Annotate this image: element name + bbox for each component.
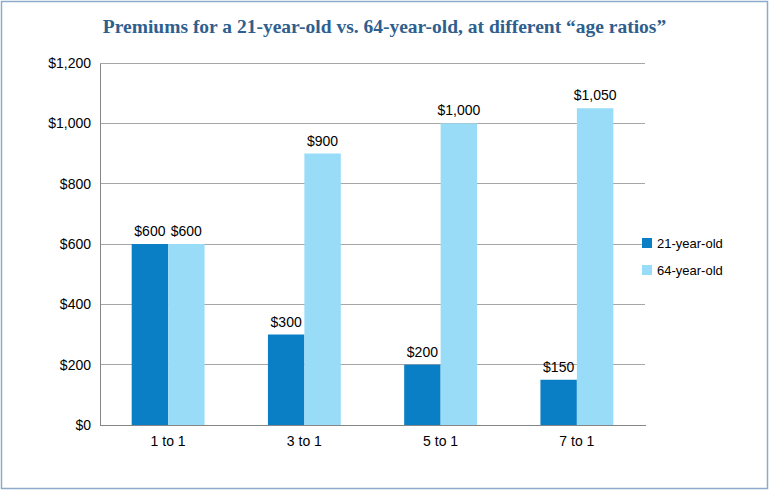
data-label: $1,000 bbox=[437, 102, 480, 118]
bar bbox=[168, 244, 204, 425]
y-tick-label: $400 bbox=[60, 296, 91, 312]
x-tick-label: 1 to 1 bbox=[151, 433, 186, 449]
bar bbox=[304, 154, 340, 426]
data-label: $1,050 bbox=[574, 87, 617, 103]
x-axis: 1 to 1 3 to 1 5 to 1 7 to 1 bbox=[101, 425, 646, 449]
data-label: $200 bbox=[407, 344, 438, 360]
y-tick-label: $0 bbox=[75, 417, 91, 433]
bar bbox=[404, 365, 440, 425]
legend-swatch bbox=[642, 238, 652, 248]
chart: Premiums for a 21-year-old vs. 64-year-o… bbox=[0, 0, 769, 490]
y-tick-label: $1,200 bbox=[48, 55, 91, 71]
y-tick: $400 bbox=[60, 296, 100, 312]
data-label: $600 bbox=[171, 223, 202, 239]
y-tick-label: $600 bbox=[60, 236, 91, 252]
legend-swatch bbox=[642, 265, 652, 275]
grid bbox=[100, 63, 645, 425]
y-tick: $600 bbox=[60, 236, 100, 252]
y-tick: $200 bbox=[60, 357, 100, 373]
y-tick: $1,200 bbox=[48, 55, 100, 71]
x-tick-label: 3 to 1 bbox=[287, 433, 322, 449]
y-tick-label: $200 bbox=[60, 357, 91, 373]
bar bbox=[540, 380, 576, 425]
legend-label: 64-year-old bbox=[657, 263, 723, 278]
bars bbox=[132, 108, 614, 425]
data-label: $150 bbox=[543, 359, 574, 375]
legend-label: 21-year-old bbox=[657, 236, 723, 251]
chart-border bbox=[2, 2, 768, 489]
x-tick-label: 5 to 1 bbox=[423, 433, 458, 449]
bar bbox=[268, 335, 304, 426]
data-label: $300 bbox=[271, 314, 302, 330]
grid-line bbox=[100, 123, 645, 124]
grid-line bbox=[100, 183, 645, 184]
y-tick: $0 bbox=[75, 417, 100, 433]
x-tick: 5 to 1 bbox=[423, 425, 458, 449]
x-tick-label: 7 to 1 bbox=[559, 433, 594, 449]
data-label: $600 bbox=[134, 223, 165, 239]
y-tick: $800 bbox=[60, 176, 100, 192]
bar bbox=[577, 108, 613, 425]
y-tick-label: $800 bbox=[60, 176, 91, 192]
legend: 21-year-old 64-year-old bbox=[642, 236, 723, 278]
bar bbox=[132, 244, 168, 425]
x-tick: 7 to 1 bbox=[559, 425, 594, 449]
y-axis-line bbox=[100, 64, 101, 426]
title: Premiums for a 21-year-old vs. 64-year-o… bbox=[103, 16, 666, 37]
x-tick: 1 to 1 bbox=[151, 425, 186, 449]
x-tick: 3 to 1 bbox=[287, 425, 322, 449]
y-axis: $0 $200 $400 $600 $800 $1,000 $1,200 bbox=[48, 55, 100, 433]
data-label: $900 bbox=[307, 133, 338, 149]
y-tick-label: $1,000 bbox=[48, 115, 91, 131]
grid-line bbox=[100, 63, 645, 64]
x-axis-line bbox=[101, 425, 646, 426]
y-tick: $1,000 bbox=[48, 115, 100, 131]
data-labels: $600 $300 $200 $150 $600 $900 $1,000 $1,050 bbox=[134, 87, 616, 375]
bar bbox=[441, 123, 477, 425]
